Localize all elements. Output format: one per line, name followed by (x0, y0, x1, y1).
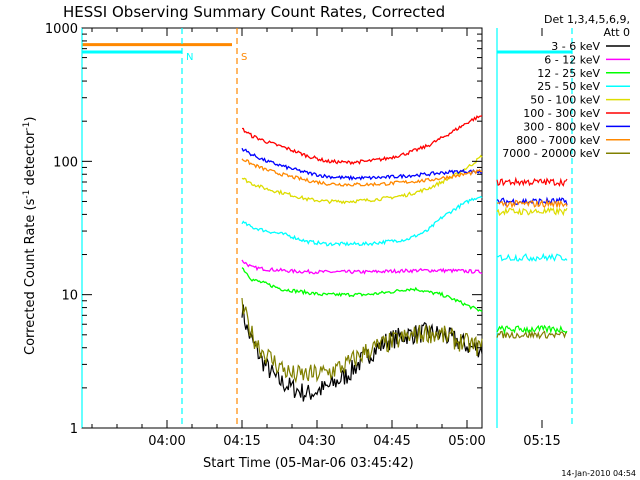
series-line (241, 259, 483, 275)
y-axis-label-part: -1 (22, 190, 32, 199)
y-axis-label-part: Corrected Count Rate (s (23, 198, 38, 355)
series-line (241, 267, 483, 313)
legend-entry-label: 300 - 800 keV (523, 120, 600, 133)
post-flag-series (496, 252, 568, 262)
post-flag-series (496, 196, 568, 207)
series-line (241, 304, 483, 402)
series-line (241, 147, 483, 181)
legend-entry-label: 25 - 50 keV (537, 80, 600, 93)
x-tick-label: 04:00 (148, 434, 185, 449)
x-tick-label: 04:15 (223, 434, 260, 449)
series-layer (241, 115, 568, 402)
series-line (241, 297, 483, 384)
legend-header-line: Det 1,3,4,5,6,9, (544, 13, 630, 26)
post-flag-series (496, 330, 568, 340)
x-axis: 04:00 04:15 04:30 04:45 05:00 05:15 (91, 28, 561, 449)
x-axis-label: Start Time (05-Mar-06 03:45:42) (203, 456, 414, 471)
legend-entry-label: 3 - 6 keV (551, 40, 600, 53)
timestamp: 14-Jan-2010 04:54 (561, 469, 636, 478)
annotation-label: N (186, 52, 193, 63)
series-line (241, 154, 483, 205)
legend-entry-label: 800 - 7000 keV (516, 134, 600, 147)
y-axis-label-part: ) (23, 117, 38, 122)
y-tick-label: 10 (61, 289, 78, 304)
x-tick-label: 05:00 (448, 434, 485, 449)
post-flag-series (496, 324, 568, 335)
legend-header-line: Att 0 (604, 26, 630, 39)
plot-frame (81, 27, 483, 429)
x-tick-label: 05:15 (523, 434, 560, 449)
post-flag-series (496, 198, 568, 209)
post-flag-series (496, 206, 568, 217)
y-tick-label: 1000 (45, 22, 78, 37)
legend-entry-label: 7000 - 20000 keV (502, 147, 600, 160)
legend-entry-label: 50 - 100 keV (530, 94, 600, 107)
y-tick-label: 100 (53, 155, 78, 170)
series-line (242, 115, 483, 166)
legend-entry-label: 6 - 12 keV (544, 53, 600, 66)
legend-entry-label: 100 - 300 keV (523, 107, 600, 120)
series-line (241, 195, 483, 247)
x-tick-label: 04:45 (373, 434, 410, 449)
x-tick-label: 04:30 (298, 434, 335, 449)
y-axis-label: Corrected Count Rate (s-1 detector-1) (22, 117, 38, 355)
annotation-label: S (241, 52, 247, 63)
plot-axes (81, 27, 483, 429)
y-axis-label-part: -1 (22, 122, 32, 131)
y-tick-label: 1 (70, 422, 78, 437)
series-line (241, 158, 483, 187)
legend-entry-label: 12 - 25 keV (537, 67, 600, 80)
y-axis: 1 10 100 1000 (45, 22, 482, 437)
y-axis-label-part: detector (23, 130, 38, 190)
post-flag-series (496, 176, 568, 187)
chart-title: HESSI Observing Summary Count Rates, Cor… (63, 3, 445, 21)
